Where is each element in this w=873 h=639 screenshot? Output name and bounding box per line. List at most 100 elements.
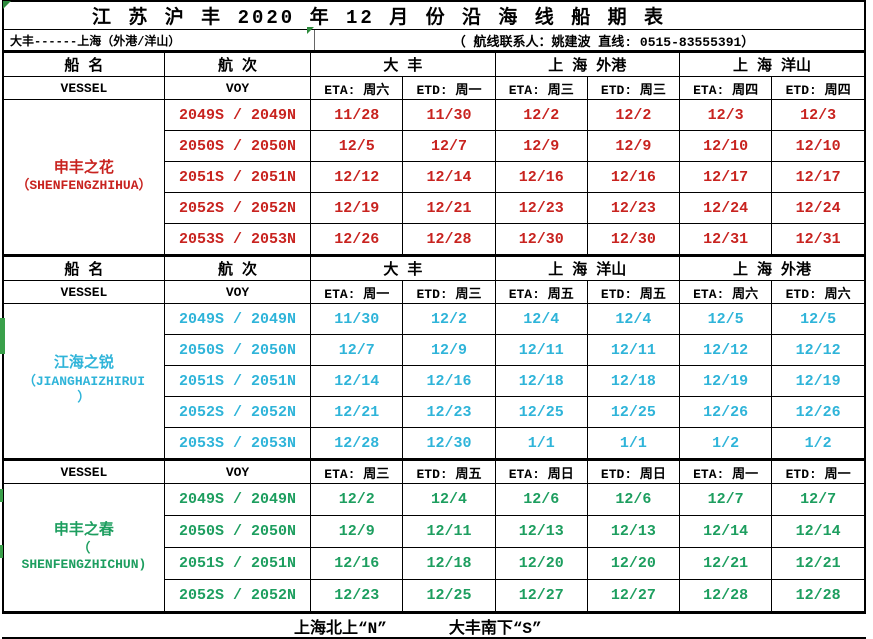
schedule-date-cell: 12/7 — [402, 130, 496, 162]
vessel-name-en: （SHENFENGZHIHUA） — [16, 178, 152, 194]
eta-etd-header: ETD: 周一 — [402, 76, 496, 100]
schedule-date-cell: 1/1 — [494, 427, 588, 460]
vessel-name-cell: 申丰之春 （ SHENFENGZHICHUN) — [2, 483, 165, 613]
port-header: 大 丰 — [310, 50, 496, 77]
schedule-date-cell: 12/6 — [586, 483, 681, 516]
schedule-date-cell: 12/23 — [310, 579, 404, 613]
green-bar-artifact — [0, 318, 5, 354]
schedule-date-cell: 12/21 — [771, 547, 866, 580]
vessel-name-cell: 申丰之花 （SHENFENGZHIHUA） — [2, 99, 165, 256]
schedule-date-cell: 12/30 — [586, 223, 681, 256]
route-label: 大丰------上海（外港/洋山） — [4, 30, 315, 49]
port-header: 上 海 外港 — [679, 254, 866, 281]
schedule-date-cell: 12/2 — [402, 303, 496, 335]
vessel-name-cn: 江海之锐 — [53, 355, 114, 373]
voyage-number-cell: 2050S / 2050N — [163, 334, 312, 366]
footer-north-label: 上海北上“N” — [294, 619, 387, 638]
schedule-date-cell: 12/19 — [310, 192, 404, 224]
voyage-number-cell: 2052S / 2052N — [163, 396, 312, 428]
footer-south-label: 大丰南下“S” — [448, 619, 542, 638]
schedule-date-cell: 12/10 — [771, 130, 866, 162]
schedule-date-cell: 12/13 — [494, 515, 588, 548]
vessel-name-en2: ） — [77, 390, 91, 406]
eta-etd-header: ETA: 周六 — [310, 76, 404, 100]
schedule-date-cell: 12/14 — [771, 515, 866, 548]
schedule-date-cell: 11/30 — [402, 99, 496, 131]
schedule-date-cell: 12/25 — [402, 579, 496, 613]
footer-note: 上海北上“N” 大丰南下“S” — [2, 614, 866, 639]
schedule-date-cell: 12/18 — [586, 365, 681, 397]
eta-etd-header: ETD: 周一 — [771, 458, 866, 484]
schedule-date-cell: 12/23 — [586, 192, 681, 224]
schedule-date-cell: 12/26 — [678, 396, 773, 428]
schedule-date-cell: 12/18 — [494, 365, 588, 397]
eta-etd-header: ETD: 周六 — [771, 280, 866, 304]
schedule-date-cell: 12/23 — [402, 396, 496, 428]
schedule-date-cell: 12/2 — [310, 483, 404, 516]
schedule-date-cell: 12/21 — [310, 396, 404, 428]
voyage-number-cell: 2050S / 2050N — [163, 130, 312, 162]
schedule-date-cell: 12/13 — [586, 515, 681, 548]
vessel-name-en2: SHENFENGZHICHUN) — [21, 556, 147, 572]
vessel-name-cell: 江海之锐 （JIANGHAIZHIRUI ） — [2, 303, 165, 460]
schedule-date-cell: 11/30 — [310, 303, 404, 335]
schedule-date-cell: 12/28 — [310, 427, 404, 460]
schedule-date-cell: 12/26 — [310, 223, 404, 256]
voyage-number-cell: 2051S / 2051N — [163, 547, 312, 580]
schedule-date-cell: 12/28 — [678, 579, 773, 613]
schedule-date-cell: 12/7 — [678, 483, 773, 516]
voy-header: VOY — [163, 458, 312, 484]
schedule-date-cell: 12/5 — [771, 303, 866, 335]
schedule-date-cell: 1/2 — [678, 427, 773, 460]
voyage-number-cell: 2052S / 2052N — [163, 192, 312, 224]
voyage-header: 航 次 — [163, 50, 312, 77]
eta-etd-header: ETD: 周五 — [586, 280, 681, 304]
eta-etd-header: ETA: 周五 — [494, 280, 588, 304]
schedule-date-cell: 12/3 — [771, 99, 866, 131]
ship-name-header: 船 名 — [2, 50, 165, 77]
schedule-date-cell: 12/31 — [678, 223, 773, 256]
schedule-date-cell: 12/7 — [310, 334, 404, 366]
schedule-date-cell: 12/9 — [402, 334, 496, 366]
schedule-date-cell: 12/2 — [494, 99, 588, 131]
schedule-date-cell: 12/21 — [402, 192, 496, 224]
schedule-date-cell: 12/20 — [494, 547, 588, 580]
voyage-header: 航 次 — [163, 254, 312, 281]
eta-etd-header: ETA: 周一 — [678, 458, 773, 484]
voyage-number-cell: 2049S / 2049N — [163, 303, 312, 335]
subtitle-row: 大丰------上海（外港/洋山） （ 航线联系人：姚建波 直线: 0515-8… — [2, 29, 866, 53]
voy-header: VOY — [163, 76, 312, 100]
schedule-date-cell: 12/18 — [402, 547, 496, 580]
schedule-date-cell: 1/2 — [771, 427, 866, 460]
schedule-date-cell: 12/3 — [678, 99, 773, 131]
schedule-date-cell: 12/17 — [771, 161, 866, 193]
green-tick-artifact — [0, 489, 3, 502]
schedule-date-cell: 12/12 — [310, 161, 404, 193]
schedule-date-cell: 12/23 — [494, 192, 588, 224]
voyage-number-cell: 2049S / 2049N — [163, 483, 312, 516]
schedule-date-cell: 12/12 — [771, 334, 866, 366]
schedule-date-cell: 12/20 — [586, 547, 681, 580]
schedule-date-cell: 12/16 — [310, 547, 404, 580]
voy-header: VOY — [163, 280, 312, 304]
schedule-date-cell: 12/14 — [402, 161, 496, 193]
eta-etd-header: ETD: 周三 — [586, 76, 681, 100]
schedule-date-cell: 12/16 — [494, 161, 588, 193]
schedule-date-cell: 12/5 — [678, 303, 773, 335]
schedule-date-cell: 12/11 — [494, 334, 588, 366]
schedule-date-cell: 12/14 — [678, 515, 773, 548]
eta-etd-header: ETD: 周四 — [771, 76, 866, 100]
port-header: 上 海 洋山 — [494, 254, 681, 281]
schedule-date-cell: 12/21 — [678, 547, 773, 580]
excel-flag-icon — [3, 1, 11, 9]
schedule-table: 江 苏 沪 丰 2020 年 12 月 份 沿 海 线 船 期 表 大丰----… — [2, 0, 866, 614]
eta-etd-header: ETD: 周日 — [586, 458, 681, 484]
eta-etd-header: ETA: 周日 — [494, 458, 588, 484]
ship-name-header: 船 名 — [2, 254, 165, 281]
voyage-number-cell: 2051S / 2051N — [163, 365, 312, 397]
schedule-date-cell: 12/4 — [494, 303, 588, 335]
eta-etd-header: ETA: 周三 — [494, 76, 588, 100]
schedule-date-cell: 12/31 — [771, 223, 866, 256]
schedule-date-cell: 12/5 — [310, 130, 404, 162]
